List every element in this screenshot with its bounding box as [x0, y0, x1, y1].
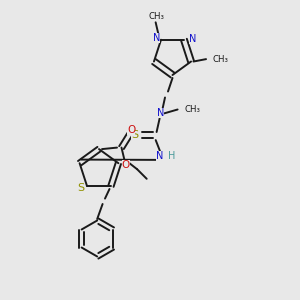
Text: CH₃: CH₃ — [184, 105, 200, 114]
Text: O: O — [122, 160, 130, 170]
Text: N: N — [156, 151, 163, 161]
Text: N: N — [157, 108, 164, 118]
Text: N: N — [153, 33, 160, 43]
Text: CH₃: CH₃ — [149, 12, 165, 21]
Text: S: S — [77, 183, 85, 194]
Text: S: S — [131, 130, 138, 140]
Text: CH₃: CH₃ — [212, 55, 228, 64]
Text: N: N — [189, 34, 197, 44]
Text: H: H — [168, 151, 175, 161]
Text: O: O — [127, 125, 135, 136]
